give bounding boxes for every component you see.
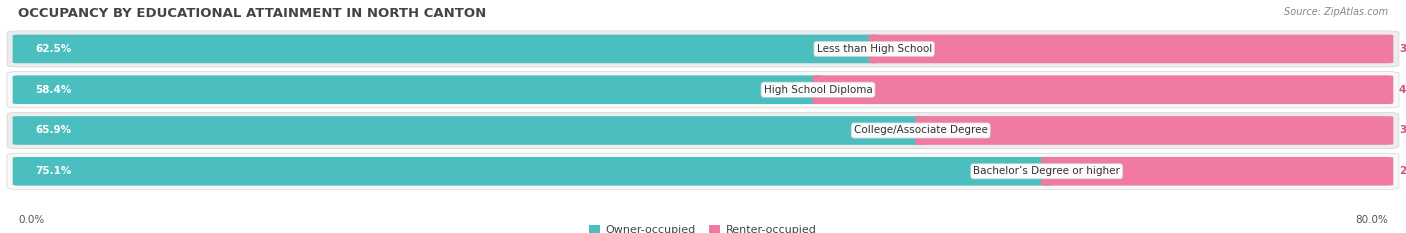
Text: Bachelor’s Degree or higher: Bachelor’s Degree or higher [973, 166, 1121, 176]
Text: OCCUPANCY BY EDUCATIONAL ATTAINMENT IN NORTH CANTON: OCCUPANCY BY EDUCATIONAL ATTAINMENT IN N… [18, 7, 486, 20]
FancyBboxPatch shape [13, 75, 824, 104]
FancyBboxPatch shape [1040, 157, 1393, 185]
Text: College/Associate Degree: College/Associate Degree [853, 126, 987, 135]
FancyBboxPatch shape [7, 153, 1399, 189]
FancyBboxPatch shape [7, 31, 1399, 67]
FancyBboxPatch shape [869, 34, 1393, 63]
Text: 24.9%: 24.9% [1399, 166, 1406, 176]
Text: 34.1%: 34.1% [1399, 126, 1406, 135]
FancyBboxPatch shape [13, 34, 880, 63]
Text: 65.9%: 65.9% [35, 126, 72, 135]
Text: 37.5%: 37.5% [1399, 44, 1406, 54]
Text: High School Diploma: High School Diploma [763, 85, 872, 95]
FancyBboxPatch shape [13, 116, 927, 145]
Text: 80.0%: 80.0% [1355, 215, 1388, 225]
FancyBboxPatch shape [13, 157, 1052, 185]
Text: Less than High School: Less than High School [817, 44, 932, 54]
Text: 0.0%: 0.0% [18, 215, 45, 225]
Legend: Owner-occupied, Renter-occupied: Owner-occupied, Renter-occupied [585, 220, 821, 233]
Text: 75.1%: 75.1% [35, 166, 72, 176]
FancyBboxPatch shape [813, 75, 1393, 104]
FancyBboxPatch shape [915, 116, 1393, 145]
FancyBboxPatch shape [7, 112, 1399, 149]
Text: 58.4%: 58.4% [35, 85, 72, 95]
Text: Source: ZipAtlas.com: Source: ZipAtlas.com [1284, 7, 1388, 17]
Text: 41.6%: 41.6% [1399, 85, 1406, 95]
Text: 62.5%: 62.5% [35, 44, 72, 54]
FancyBboxPatch shape [7, 72, 1399, 108]
